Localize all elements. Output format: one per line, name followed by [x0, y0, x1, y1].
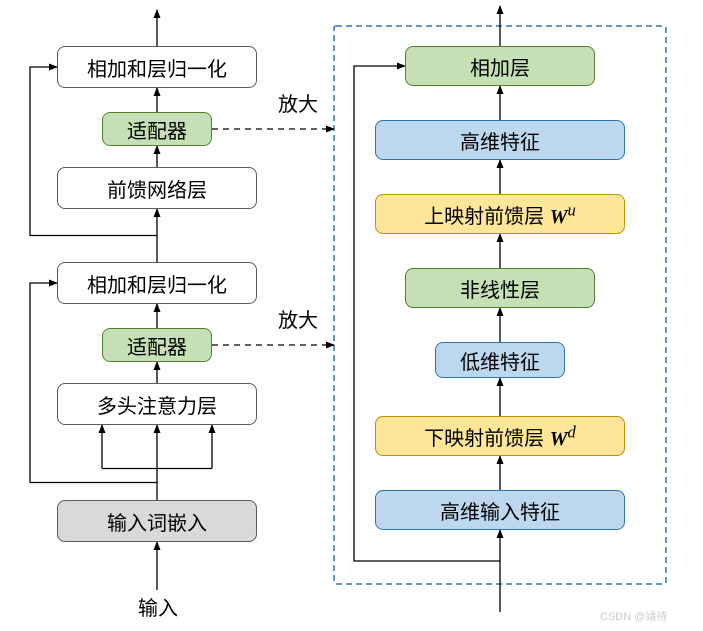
- zoom-label-2: 放大: [278, 88, 318, 117]
- zoom-label-1: 放大: [278, 304, 318, 333]
- right-wd: 下映射前馈层 Wd: [375, 416, 625, 456]
- right-hfeat: 高维特征: [375, 120, 625, 160]
- right-add: 相加层: [405, 46, 595, 86]
- right-lfeat: 低维特征: [435, 342, 565, 378]
- left-mha: 多头注意力层: [57, 383, 257, 425]
- right-nonlin: 非线性层: [405, 268, 595, 308]
- left-embed: 输入词嵌入: [57, 500, 257, 542]
- left-addnorm1: 相加和层归一化: [57, 262, 257, 304]
- left-adapter1: 适配器: [102, 328, 212, 362]
- left-addnorm2: 相加和层归一化: [57, 46, 257, 88]
- right-wu: 上映射前馈层 Wu: [375, 194, 625, 234]
- right-hin: 高维输入特征: [375, 490, 625, 530]
- left-ffn: 前馈网络层: [57, 167, 257, 209]
- watermark: CSDN @靖待: [600, 608, 667, 624]
- input-label: 输入: [138, 592, 178, 621]
- left-adapter2: 适配器: [102, 112, 212, 146]
